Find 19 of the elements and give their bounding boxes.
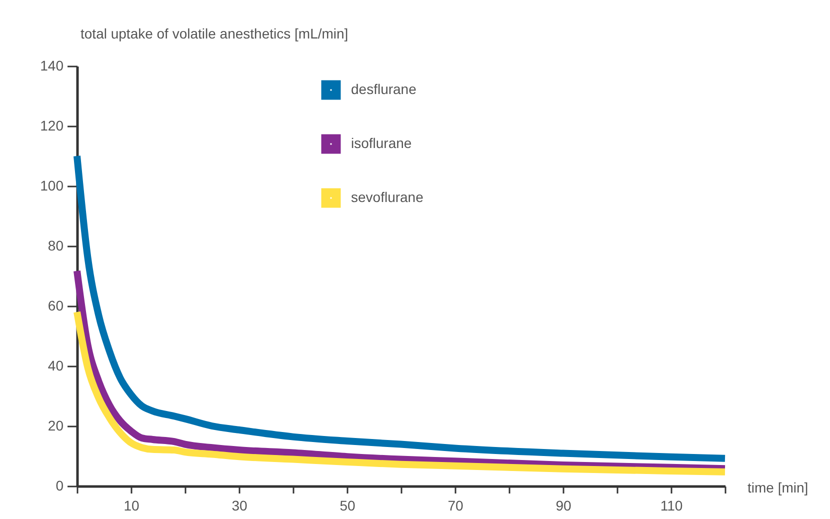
legend-label: sevoflurane (351, 189, 424, 205)
y-tick-label: 0 (56, 478, 64, 494)
legend-label: desflurane (351, 81, 417, 97)
x-tick-label: 90 (556, 498, 572, 514)
x-axis-title: time [min] (748, 480, 808, 496)
y-tick-label: 120 (40, 118, 64, 134)
x-tick-label: 50 (340, 498, 356, 514)
y-tick-label: 140 (40, 58, 64, 74)
y-tick-label: 40 (48, 358, 64, 374)
y-tick-label: 100 (40, 178, 64, 194)
y-axis-title: total uptake of volatile anesthetics [mL/min] (80, 26, 348, 42)
x-tick-label: 30 (232, 498, 248, 514)
x-tick-label: 10 (124, 498, 140, 514)
x-tick-label: 110 (660, 498, 683, 514)
legend-label: isoflurane (351, 135, 412, 151)
y-tick-label: 20 (48, 418, 64, 434)
y-tick-label: 80 (48, 238, 64, 254)
x-tick-label: 70 (448, 498, 464, 514)
y-tick-label: 60 (48, 298, 64, 314)
